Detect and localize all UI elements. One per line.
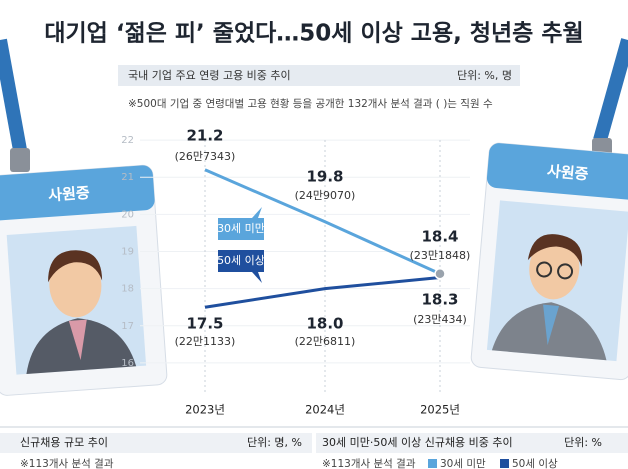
y-tick-label: 16	[121, 358, 134, 369]
panel-note: ※113개사 분석 결과	[20, 458, 114, 469]
data-label: 18.0	[306, 315, 343, 333]
legend-label: 30세 미만	[217, 222, 265, 235]
legend-swatch	[500, 459, 509, 468]
y-tick-label: 18	[121, 284, 134, 295]
note: ※500대 기업 중 연령대별 고용 현황 등을 공개한 132개사 분석 결과…	[128, 97, 493, 110]
count-label: (24만9070)	[295, 189, 356, 202]
panel-unit: 단위: 명, %	[247, 436, 302, 449]
face	[49, 253, 102, 318]
badge-header	[486, 143, 628, 201]
clip	[10, 148, 30, 172]
legend-label: 30세 미만	[440, 458, 486, 469]
x-tick-label: 2024년	[305, 403, 345, 417]
badge-label: 사원증	[546, 162, 589, 184]
panel-note: ※113개사 분석 결과	[322, 458, 416, 469]
tie	[543, 304, 560, 346]
badge-header	[0, 165, 155, 221]
panel-title: 신규채용 규모 추이	[20, 436, 108, 449]
badge-right: 사원증	[470, 142, 628, 381]
badge-label: 사원증	[48, 184, 91, 205]
count-label: (22만1133)	[175, 335, 236, 348]
legend-box	[218, 218, 264, 240]
chart-subtitle: 국내 기업 주요 연령 고용 비중 추이	[128, 69, 291, 82]
legend-label: 50세 이상	[217, 254, 265, 267]
panel-unit: 단위: %	[564, 436, 602, 449]
count-label: (22만6811)	[295, 335, 356, 348]
data-label: 17.5	[186, 315, 223, 333]
lanyard	[0, 38, 27, 152]
chart-title: 대기업 ‘젊은 피’ 줄었다…50세 이상 고용, 청년층 추월	[44, 21, 583, 47]
end-marker	[434, 268, 446, 280]
legend-box	[218, 250, 264, 272]
y-tick-label: 20	[121, 209, 134, 220]
data-label: 21.2	[186, 127, 223, 145]
tie	[68, 319, 87, 361]
count-label: (23만434)	[413, 313, 467, 326]
lanyard	[593, 38, 628, 142]
y-tick-label: 17	[121, 321, 134, 332]
hair	[527, 234, 583, 267]
hair	[48, 250, 103, 283]
glasses	[557, 263, 574, 280]
y-tick-label: 19	[121, 247, 134, 258]
x-tick-label: 2023년	[185, 403, 225, 417]
series-line	[204, 276, 441, 309]
unit: 단위: %, 명	[457, 69, 512, 82]
legend-pointer	[252, 207, 262, 218]
badge-left: 사원증	[0, 164, 168, 396]
face	[529, 237, 580, 300]
x-tick-label: 2025년	[420, 403, 460, 417]
panel-title: 30세 미만·50세 이상 신규채용 비중 추이	[322, 436, 513, 449]
panel-bar	[0, 433, 312, 453]
y-tick-label: 22	[121, 135, 134, 146]
legend-pointer	[252, 272, 262, 283]
legend-label: 50세 이상	[512, 458, 558, 469]
count-label: (26만7343)	[175, 150, 236, 163]
y-tick-label: 21	[121, 172, 134, 183]
series-line	[204, 168, 441, 276]
count-label: (23만1848)	[410, 249, 471, 262]
legend-swatch	[428, 459, 437, 468]
data-label: 19.8	[306, 168, 343, 186]
data-label: 18.3	[421, 291, 458, 309]
panel-bar	[316, 433, 628, 453]
subtitle-bar	[118, 65, 520, 86]
data-label: 18.4	[421, 228, 458, 246]
glasses	[536, 261, 553, 278]
